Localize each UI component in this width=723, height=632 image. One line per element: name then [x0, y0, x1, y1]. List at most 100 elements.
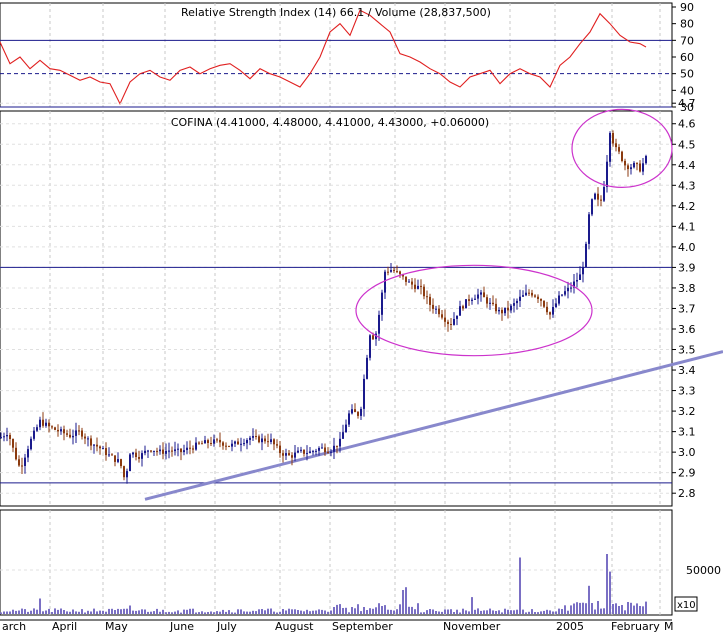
price-bar-body	[351, 409, 353, 414]
volume-bar	[372, 608, 374, 614]
x-tick-label: arch	[2, 620, 26, 632]
price-bar-body	[267, 441, 269, 443]
price-tick-label: 3.5	[678, 344, 696, 357]
x-tick-label: April	[52, 620, 77, 632]
price-bar-body	[354, 409, 356, 413]
volume-bar	[390, 609, 392, 614]
price-tick-label: 4.7	[678, 97, 696, 110]
price-bar-body	[138, 457, 140, 459]
price-bar-body	[402, 274, 404, 277]
price-bar-body	[39, 419, 41, 428]
price-bar-body	[150, 450, 152, 452]
price-bar-body	[141, 453, 143, 459]
volume-bar	[567, 610, 569, 614]
price-tick-label: 4.4	[678, 159, 696, 172]
price-bar-body	[294, 452, 296, 458]
price-bar-body	[612, 133, 614, 144]
volume-bar	[330, 610, 332, 614]
volume-bar	[24, 609, 26, 614]
price-bar-body	[642, 163, 644, 172]
volume-bar	[321, 609, 323, 614]
price-tick-label: 2.9	[678, 467, 696, 480]
price-bar-body	[501, 309, 503, 314]
volume-bar	[612, 604, 614, 614]
volume-bar	[399, 604, 401, 614]
price-bar-body	[339, 438, 341, 447]
rsi-tick-label: 50	[680, 68, 694, 81]
volume-bar	[3, 611, 5, 614]
volume-bar	[99, 610, 101, 614]
price-bar-body	[72, 435, 74, 438]
price-bar-body	[363, 378, 365, 409]
volume-bar	[327, 611, 329, 614]
price-bar-body	[324, 447, 326, 453]
price-bar-body	[639, 163, 641, 172]
volume-bar	[537, 612, 539, 614]
volume-bar	[456, 609, 458, 614]
price-bar-body	[228, 445, 230, 447]
volume-bar	[273, 611, 275, 614]
price-bar-body	[333, 445, 335, 452]
price-tick-label: 3.2	[678, 405, 696, 418]
price-bar-body	[171, 450, 173, 452]
volume-grid	[0, 510, 672, 615]
price-tick-label: 4.3	[678, 179, 696, 192]
price-tick-label: 3.1	[678, 426, 696, 439]
volume-bar	[618, 606, 620, 614]
price-bar-body	[543, 300, 545, 307]
price-bar-body	[36, 427, 38, 431]
price-bars	[0, 130, 647, 484]
price-tick-label: 3.3	[678, 385, 696, 398]
rsi-tick-label: 80	[680, 18, 694, 31]
volume-bar	[621, 605, 623, 614]
price-bar-body	[225, 445, 227, 447]
volume-bar	[471, 597, 473, 614]
volume-bar	[234, 612, 236, 614]
volume-bar	[519, 557, 521, 614]
price-bar-body	[552, 307, 554, 315]
volume-bar	[591, 603, 593, 614]
price-bar-body	[465, 299, 467, 309]
price-bar-body	[495, 303, 497, 312]
volume-bar	[582, 602, 584, 614]
price-bar-body	[411, 281, 413, 285]
volume-bar	[294, 609, 296, 614]
volume-bar	[42, 611, 44, 614]
price-bar-body	[276, 444, 278, 446]
price-bar-body	[513, 303, 515, 306]
rsi-panel: 30 40 50 60 70 80 90 Relative Strength Index (…	[0, 1, 694, 114]
volume-bar	[432, 609, 434, 614]
volume-bar	[402, 590, 404, 614]
volume-bar	[81, 609, 83, 614]
price-bar-body	[630, 167, 632, 170]
volume-bar	[540, 611, 542, 614]
volume-bar	[9, 611, 11, 614]
price-bar-body	[582, 267, 584, 275]
price-bar-body	[486, 297, 488, 304]
volume-bar	[441, 611, 443, 614]
price-bar-body	[237, 441, 239, 445]
price-bar-body	[477, 294, 479, 299]
volume-bar	[309, 611, 311, 614]
volume-bar	[135, 610, 137, 614]
volume-bar	[342, 608, 344, 614]
volume-bar	[528, 611, 530, 614]
price-bar-body	[588, 214, 590, 244]
volume-bar	[417, 603, 419, 614]
price-bar-body	[33, 430, 35, 439]
volume-bar	[75, 611, 77, 614]
x-tick-label: July	[216, 620, 237, 632]
volume-bar	[564, 605, 566, 614]
price-bar-body	[360, 408, 362, 416]
volume-bar	[606, 554, 608, 614]
price-bar-body	[96, 444, 98, 447]
price-bar-body	[627, 165, 629, 170]
volume-bar	[405, 587, 407, 614]
price-bar-body	[396, 271, 398, 273]
rsi-tick-label: 30	[680, 101, 694, 114]
volume-bar	[120, 609, 122, 614]
price-bar-body	[240, 443, 242, 445]
volume-bar	[102, 610, 104, 614]
volume-bar	[66, 611, 68, 614]
price-bar-body	[405, 276, 407, 282]
